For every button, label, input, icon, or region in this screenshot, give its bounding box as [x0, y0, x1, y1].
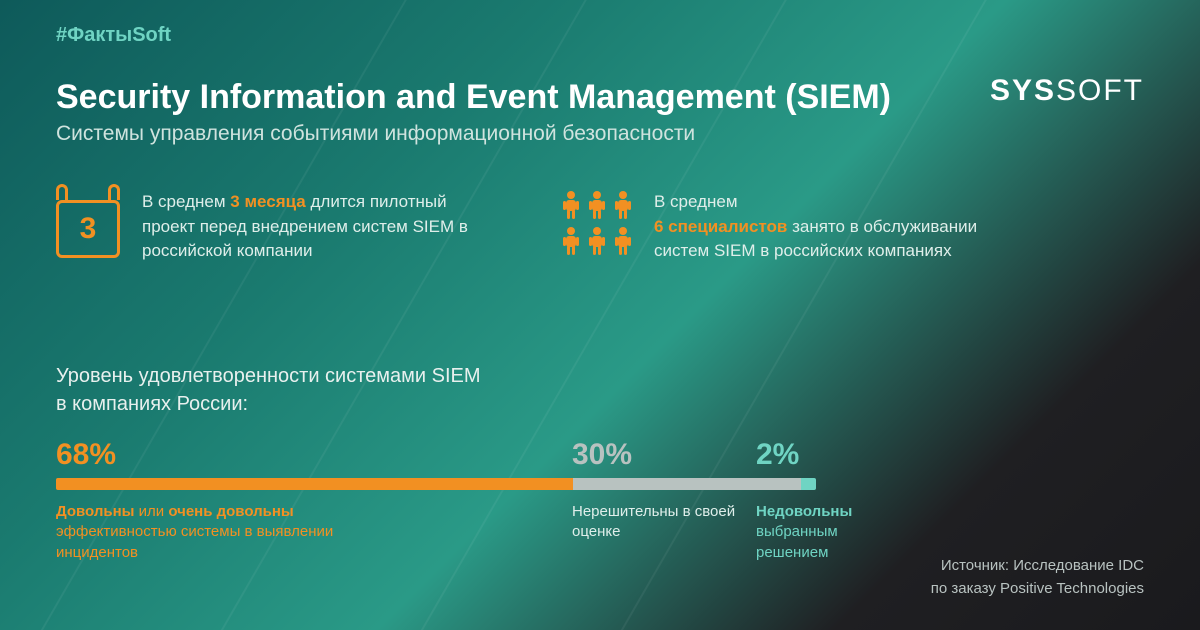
fact-text-part: В среднем: [654, 192, 738, 211]
segment-label: Довольны или очень довольны эффективност…: [56, 502, 386, 563]
person-icon: [588, 190, 606, 220]
person-icon: [562, 226, 580, 256]
fact-specialists-text: В среднем 6 специалистов занято в обслуж…: [654, 190, 1014, 264]
hashtag: #ФактыSoft: [56, 24, 171, 47]
fact-months: 3 В среднем 3 месяца длится пилотный про…: [56, 190, 502, 264]
brand-logo: SYSSOFT: [990, 74, 1144, 108]
calendar-body: 3: [56, 200, 120, 258]
people-icon: [562, 190, 632, 256]
percent-labels: 68% 30% 2%: [56, 438, 816, 474]
calendar-icon: 3: [56, 190, 120, 258]
person-icon: [588, 226, 606, 256]
percent-value: 2%: [756, 438, 799, 472]
fact-text-part: В среднем: [142, 192, 230, 211]
bar-segment: [56, 478, 573, 490]
source-line: Источник: Исследование IDC: [941, 557, 1144, 574]
segment-label: Нерешительны в своей оценке: [572, 502, 742, 543]
fact-months-text: В среднем 3 месяца длится пилотный проек…: [142, 190, 502, 264]
logo-light: SOFT: [1056, 74, 1144, 107]
fact-specialists: В среднем 6 специалистов занято в обслуж…: [562, 190, 1014, 264]
person-icon: [614, 226, 632, 256]
bar-segment: [801, 478, 816, 490]
segment-label: Недовольны выбранным решением: [756, 502, 896, 563]
source-line: по заказу Positive Technologies: [931, 580, 1144, 597]
calendar-ring-icon: [56, 184, 68, 200]
logo-bold: SYS: [990, 74, 1056, 107]
satisfaction-bar: [56, 478, 816, 490]
facts-row: 3 В среднем 3 месяца длится пилотный про…: [56, 190, 1144, 264]
person-icon: [614, 190, 632, 220]
fact-highlight: 6 специалистов: [654, 217, 787, 236]
calendar-ring-icon: [108, 184, 120, 200]
source-attribution: Источник: Исследование IDC по заказу Pos…: [931, 555, 1144, 600]
page-subtitle: Системы управления событиями информацион…: [56, 122, 695, 146]
heading-line: в компаниях России:: [56, 393, 248, 415]
percent-value: 68%: [56, 438, 116, 472]
percent-value: 30%: [572, 438, 632, 472]
person-icon: [562, 190, 580, 220]
satisfaction-heading: Уровень удовлетворенности системами SIEM…: [56, 362, 481, 418]
calendar-value: 3: [80, 212, 97, 246]
page-title: Security Information and Event Managemen…: [56, 78, 891, 117]
infographic-canvas: #ФактыSoft SYSSOFT Security Information …: [0, 0, 1200, 630]
heading-line: Уровень удовлетворенности системами SIEM: [56, 365, 481, 387]
fact-highlight: 3 месяца: [230, 192, 305, 211]
bar-segment: [573, 478, 801, 490]
